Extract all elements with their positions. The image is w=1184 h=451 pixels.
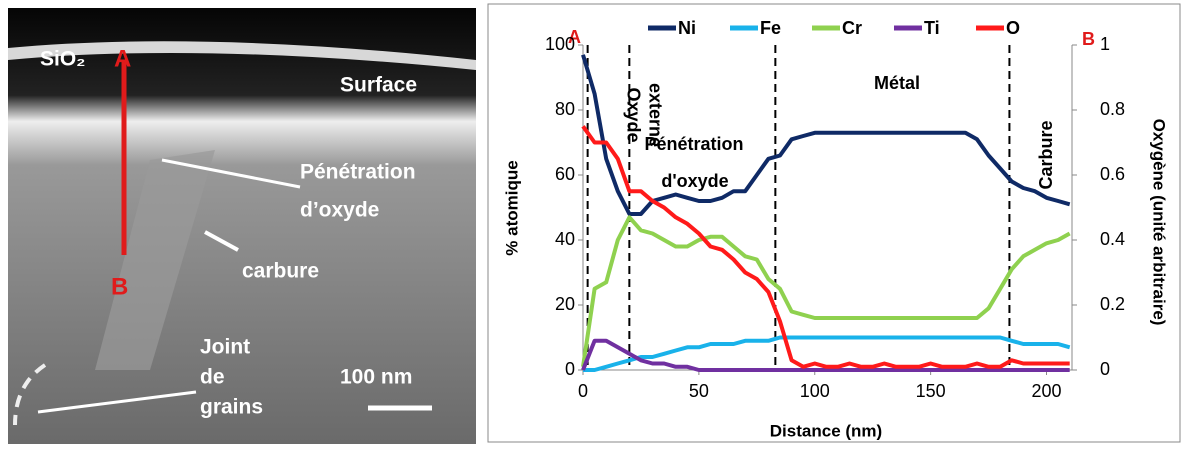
arrow	[161, 158, 301, 189]
legend-label: Ti	[924, 18, 940, 38]
annotation: Métal	[874, 73, 920, 93]
x-axis-label: Distance (nm)	[770, 421, 882, 440]
y2-tick-label: 0.2	[1100, 294, 1125, 314]
legend-label: Cr	[842, 18, 862, 38]
arrow	[37, 390, 197, 414]
micrograph: SiO₂ A B Surface Pénétration d’oxyde car…	[8, 8, 476, 444]
y2-tick-label: 0.6	[1100, 164, 1125, 184]
annotation: Carbure	[1036, 120, 1056, 189]
y-tick-label: 60	[555, 164, 575, 184]
label: Joint	[200, 336, 250, 359]
label: Pénétration	[300, 161, 416, 184]
y2-axis-label: Oxygène (unité arbitraire)	[1150, 119, 1169, 326]
label: A	[114, 45, 131, 72]
y2-tick-label: 0.8	[1100, 99, 1125, 119]
legend-label: Ni	[678, 18, 696, 38]
y-tick-label: 100	[545, 34, 575, 54]
point-label: A	[568, 27, 581, 47]
label: 100 nm	[340, 366, 412, 389]
label: Surface	[340, 74, 417, 97]
arrow	[204, 230, 239, 252]
y-tick-label: 40	[555, 229, 575, 249]
series-line	[583, 335, 1071, 372]
carbide	[95, 150, 215, 370]
series-line	[581, 215, 1071, 368]
y-tick-label: 80	[555, 99, 575, 119]
annotation: Pénétration	[644, 134, 743, 154]
label: carbure	[242, 260, 319, 283]
x-tick-label: 50	[689, 381, 709, 401]
y2-tick-label: 0	[1100, 359, 1110, 379]
annotation: d'oxyde	[661, 171, 728, 191]
sio2-layer	[8, 41, 476, 70]
y2-tick-label: 1	[1100, 34, 1110, 54]
grain-boundary	[13, 363, 47, 426]
series-line	[581, 338, 1070, 372]
x-tick-label: 150	[916, 381, 946, 401]
label: de	[200, 366, 225, 389]
series-line	[581, 54, 1071, 216]
series-line	[581, 125, 1070, 369]
annotation: externe	[645, 83, 665, 147]
label: grains	[200, 396, 263, 419]
y-tick-label: 20	[555, 294, 575, 314]
chart-frame	[487, 3, 1181, 443]
annotation: Oxyde	[623, 87, 643, 142]
y-axis-label: % atomique	[502, 160, 521, 255]
point-label: B	[1082, 29, 1095, 49]
x-tick-label: 100	[800, 381, 830, 401]
y2-tick-label: 0.4	[1100, 229, 1125, 249]
label: SiO₂	[40, 48, 86, 71]
x-tick-label: 200	[1031, 381, 1061, 401]
y-tick-label: 0	[565, 359, 575, 379]
legend-label: O	[1006, 18, 1020, 38]
x-tick-label: 0	[578, 381, 588, 401]
label: B	[111, 273, 128, 300]
micrograph-image	[8, 8, 476, 444]
label: d’oxyde	[300, 199, 379, 222]
legend-label: Fe	[760, 18, 781, 38]
